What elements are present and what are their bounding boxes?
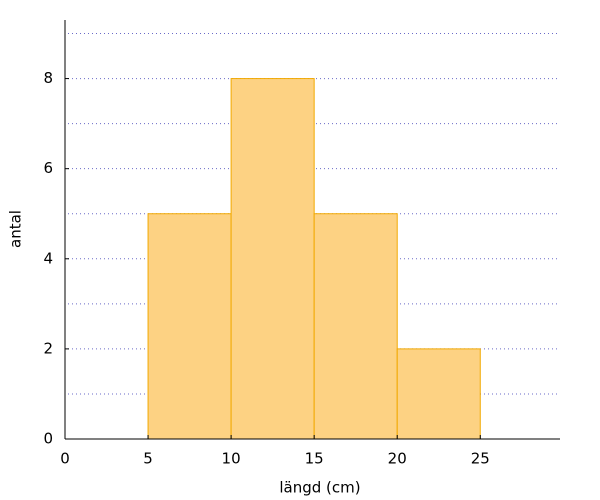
x-tick-label: 10: [222, 450, 241, 468]
x-tick-label: 15: [305, 450, 324, 468]
bar: [230, 78, 315, 440]
y-tick-label: 2: [43, 339, 53, 357]
y-axis-label: antal: [7, 210, 25, 248]
x-tick-label: 25: [471, 450, 490, 468]
bar: [147, 213, 232, 440]
x-axis-label: längd (cm): [279, 479, 360, 497]
bar: [313, 213, 398, 440]
y-tick-label: 8: [43, 69, 53, 87]
x-tick-label: 20: [388, 450, 407, 468]
bar: [396, 348, 481, 440]
x-tick-label: 5: [143, 450, 153, 468]
y-tick-label: 4: [43, 249, 53, 267]
x-tick-label: 0: [60, 450, 70, 468]
y-tick-label: 6: [43, 159, 53, 177]
y-tick-label: 0: [43, 430, 53, 448]
